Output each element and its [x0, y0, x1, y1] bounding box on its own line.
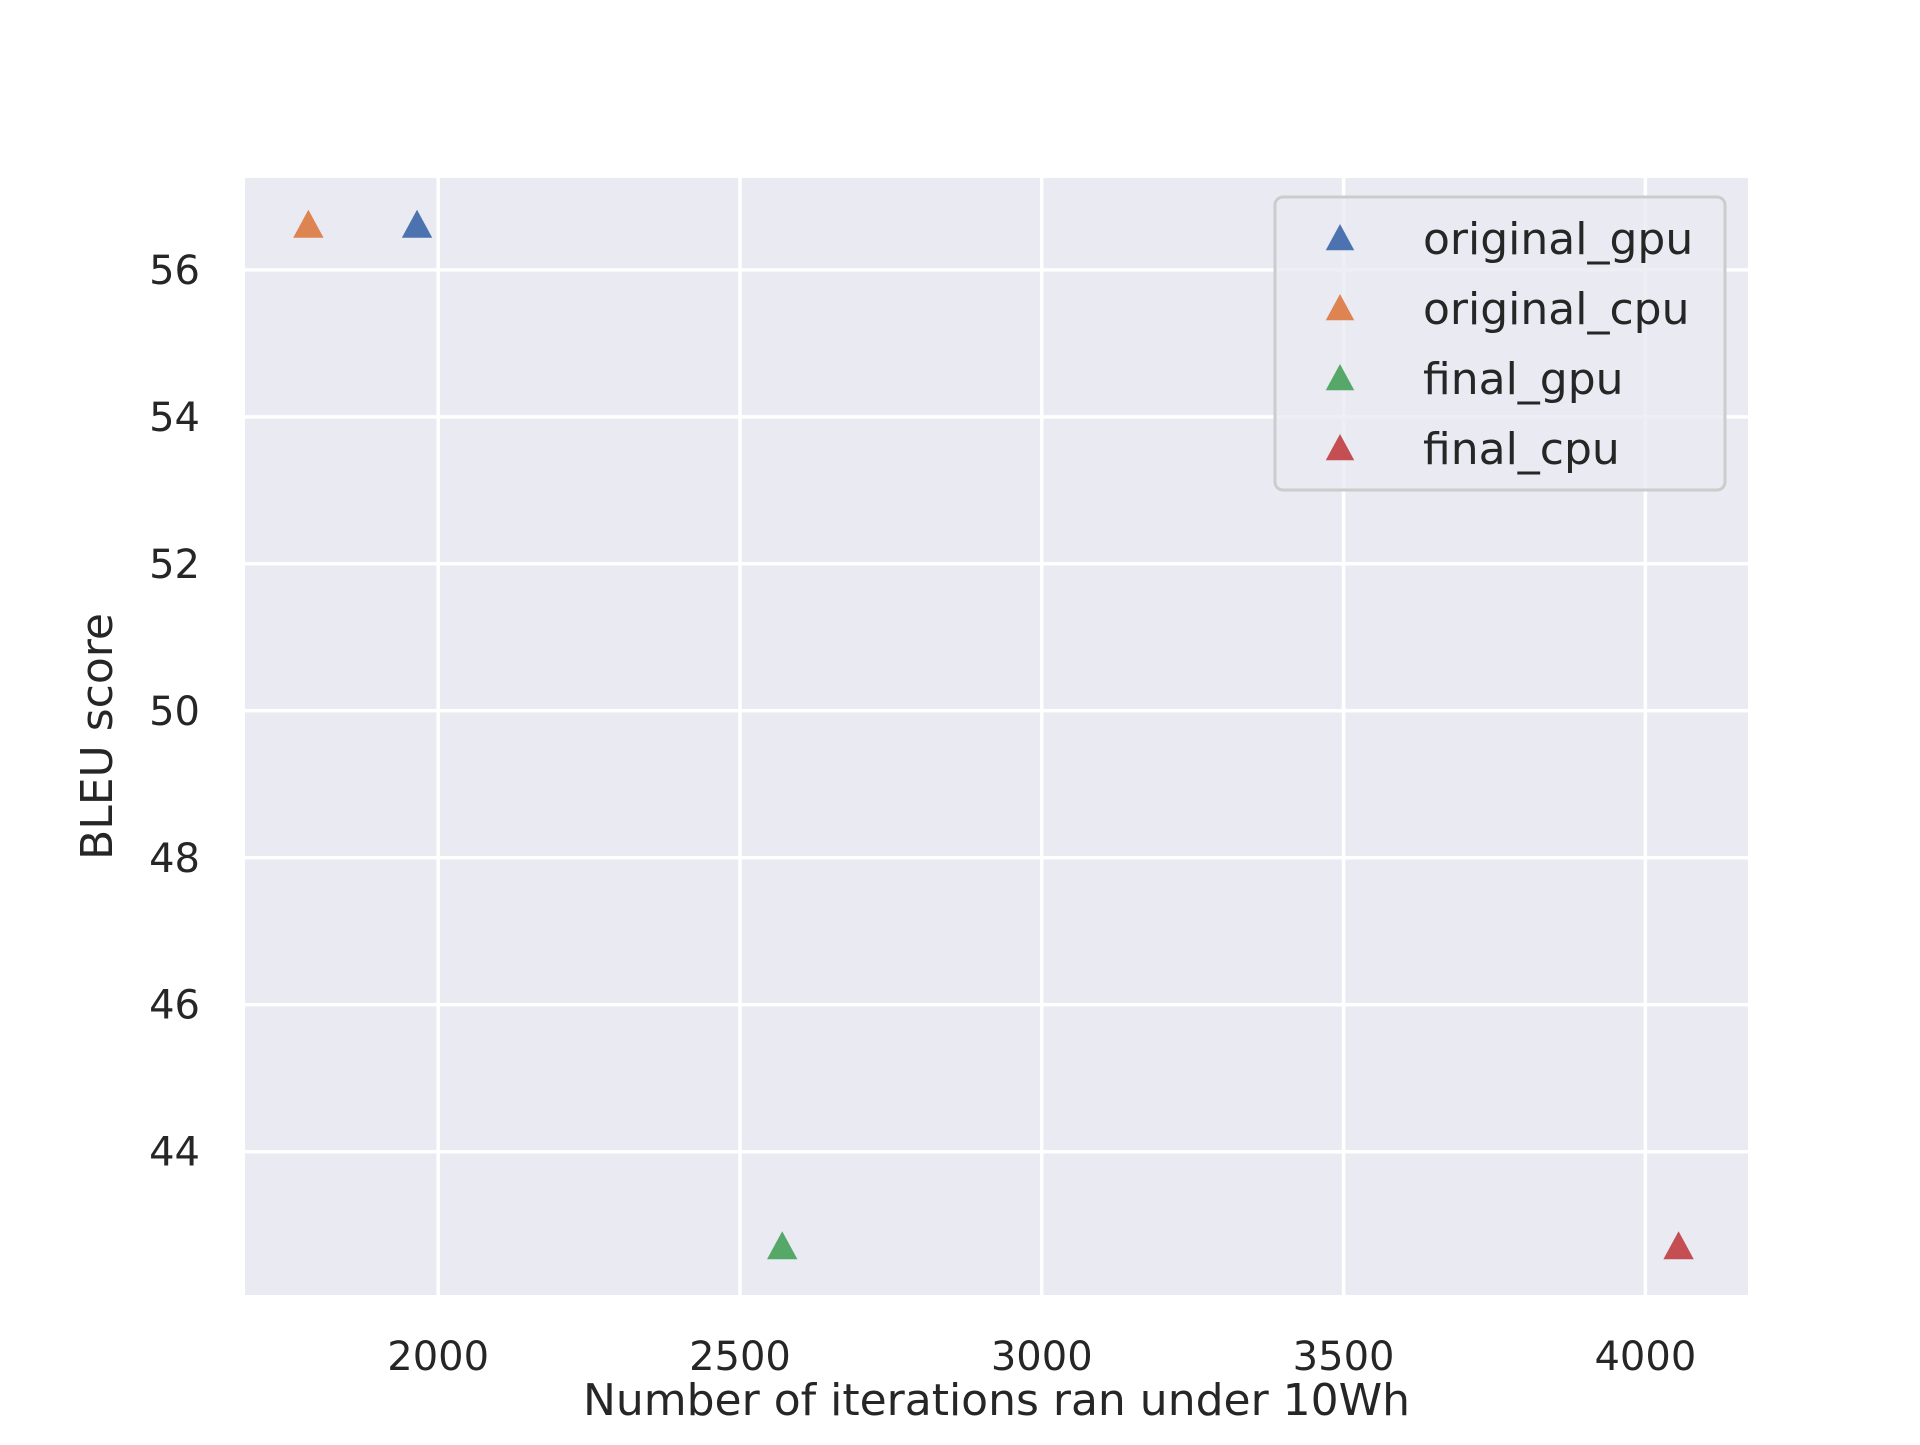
x-tick-label: 3500 [1293, 1334, 1395, 1380]
legend-items: original_gpu original_cpu final_gpu final_c… [1325, 214, 1693, 475]
legend-marker-original_gpu [1325, 224, 1355, 251]
y-tick-label: 48 [149, 836, 200, 882]
y-tick-label: 44 [149, 1130, 200, 1176]
legend-marker-final_cpu [1325, 434, 1355, 461]
y-tick-label: 54 [149, 395, 200, 441]
x-axis-label: Number of iterations ran under 10Wh [583, 1375, 1410, 1426]
y-axis-label: BLEU score [72, 613, 123, 860]
legend-label: original_cpu [1423, 284, 1689, 335]
y-tick-label: 46 [149, 983, 200, 1029]
legend-marker-final_gpu [1325, 364, 1355, 391]
legend-marker-original_cpu [1325, 294, 1355, 321]
x-tick-label: 4000 [1594, 1334, 1696, 1380]
legend-box [1273, 195, 1727, 492]
data-point-original_cpu [293, 209, 324, 238]
data-points [293, 209, 1694, 1260]
y-tick-labels: 44 46 48 50 52 54 56 [149, 248, 200, 1176]
y-tick-label: 50 [149, 689, 200, 735]
legend-label: final_gpu [1423, 354, 1624, 405]
data-point-final_cpu [1663, 1231, 1694, 1260]
x-tick-labels: 2000 2500 3000 3500 4000 [387, 1334, 1696, 1380]
y-tick-label: 52 [149, 542, 200, 588]
legend-label: final_cpu [1423, 424, 1620, 475]
x-tick-label: 2000 [387, 1334, 489, 1380]
data-point-original_gpu [401, 209, 433, 238]
data-point-final_gpu [767, 1231, 798, 1260]
legend: original_gpu original_cpu final_gpu final_c… [1273, 195, 1727, 492]
y-tick-label: 56 [149, 248, 200, 294]
x-tick-label: 2500 [689, 1334, 791, 1380]
legend-label: original_gpu [1423, 214, 1693, 265]
x-tick-label: 3000 [991, 1334, 1093, 1380]
